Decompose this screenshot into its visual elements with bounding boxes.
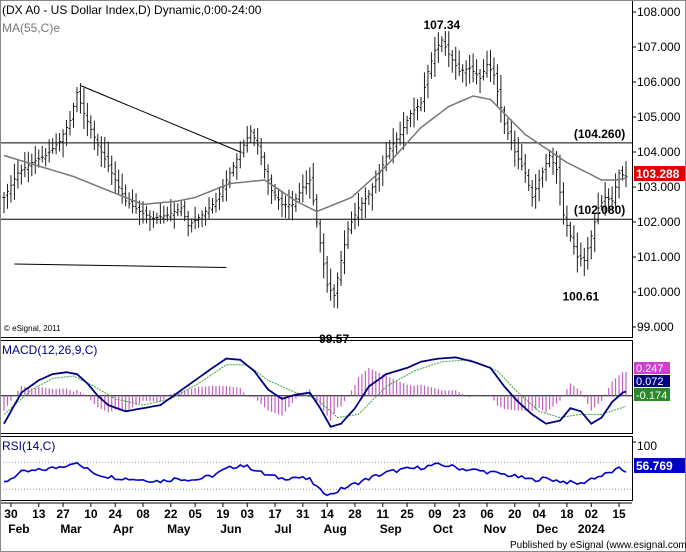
- x-axis-month-label: Dec: [536, 522, 558, 536]
- ma-55-line: [3, 95, 627, 213]
- trendline: [14, 263, 227, 268]
- macd-signal-line: [3, 359, 627, 419]
- price-axis-tick-label: 105.000: [637, 110, 681, 124]
- price-axis-tick-label: 99.000: [637, 320, 674, 334]
- macd-histogram: [3, 367, 627, 421]
- price-annotation: (104.260): [574, 127, 625, 141]
- x-axis-tick-label: 06: [480, 507, 494, 521]
- price-axis-tick-label: 102.000: [637, 215, 681, 229]
- x-axis-tick-label: 11: [376, 507, 389, 521]
- x-axis-tick-label: 14: [320, 507, 334, 521]
- x-axis-month-label: Oct: [433, 522, 453, 536]
- time-x-axis: 30 13 27 10 24 08 22 05 19 03 17 31 14 28 11 25 09 23 06 20…: [4, 503, 626, 536]
- x-axis-month-label: Jul: [274, 522, 291, 536]
- price-axis-tick-label: 107.000: [637, 40, 681, 54]
- copyright-label: © eSignal, 2011: [4, 324, 61, 333]
- footer-credit: Published by eSignal (www.esignal.com): [510, 540, 686, 551]
- x-axis-tick-label: 18: [560, 507, 574, 521]
- price-trendlines[interactable]: [14, 85, 241, 268]
- price-annotations: 107.34 (104.260) (102.080) 99.57 100.61: [319, 18, 625, 346]
- macd-histogram-value: 0.247: [636, 363, 664, 375]
- x-axis-month-label: 2024: [578, 522, 605, 536]
- x-axis-month-label: Apr: [113, 522, 134, 536]
- price-annotation: 100.61: [562, 290, 599, 304]
- price-axis-tick-label: 108.000: [637, 5, 681, 19]
- x-axis-tick-label: 05: [188, 507, 202, 521]
- x-axis-tick-label: 10: [84, 507, 98, 521]
- rsi-last-value: 56.769: [636, 459, 673, 473]
- x-axis-tick-label: 20: [508, 507, 522, 521]
- macd-value: 0.072: [636, 376, 664, 388]
- x-axis-tick-label: 09: [428, 507, 442, 521]
- rsi-last-marker: [634, 458, 685, 473]
- rsi-line: [3, 461, 627, 497]
- x-axis-month-label: Sep: [380, 522, 402, 536]
- x-axis-month-label: May: [167, 522, 191, 536]
- price-axis-tick-label: 104.000: [637, 145, 681, 159]
- x-axis-tick-label: 15: [612, 507, 626, 521]
- x-axis-tick-label: 28: [348, 507, 362, 521]
- rsi-axis-tick: 100: [637, 439, 657, 453]
- price-axis-tick-label: 101.000: [637, 250, 681, 264]
- last-price-value: 103.288: [636, 167, 680, 181]
- price-axis-tick-label: 100.000: [637, 285, 681, 299]
- x-axis-tick-label: 22: [164, 507, 178, 521]
- x-axis-month-label: Jun: [220, 522, 241, 536]
- price-axis-tick-label: 103.000: [637, 180, 681, 194]
- x-axis-tick-label: 31: [296, 507, 310, 521]
- x-axis-month-label: Aug: [323, 522, 346, 536]
- x-axis-tick-label: 03: [241, 507, 255, 521]
- x-axis-month-label: Mar: [60, 522, 82, 536]
- last-price-marker: [634, 166, 685, 181]
- macd-value-marker: [634, 375, 670, 387]
- x-axis-month-label: Nov: [484, 522, 507, 536]
- price-annotation: (102.080): [574, 203, 625, 217]
- ma-label: MA(55,C)e: [2, 21, 60, 35]
- macd-panel: MACD(12,26,9,C) 0.247 0.072 -0.174: [0, 343, 670, 428]
- price-annotation: 107.34: [423, 18, 460, 32]
- macd-signal-marker: [634, 388, 670, 401]
- x-axis-tick-label: 24: [109, 507, 123, 521]
- macd-title: MACD(12,26,9,C): [2, 343, 97, 357]
- price-axis-tick-label: 106.000: [637, 75, 681, 89]
- price-y-axis: 108.000 107.000 106.000 105.000 104.000 103.0…: [632, 5, 681, 334]
- x-axis-month-label: Feb: [8, 522, 29, 536]
- macd-line: [3, 356, 627, 428]
- x-axis-tick-label: 25: [400, 507, 414, 521]
- price-panel: 108.000 107.000 106.000 105.000 104.000 103.0…: [0, 3, 685, 346]
- macd-signal-value: -0.174: [636, 390, 667, 402]
- macd-histogram-marker: [634, 362, 670, 374]
- x-axis-tick-label: 02: [585, 507, 599, 521]
- price-chart-title: (DX A0 - US Dollar Index,D) Dynamic,0:00…: [2, 3, 262, 17]
- trendline: [80, 85, 241, 153]
- rsi-title: RSI(14,C): [2, 439, 55, 453]
- x-axis-tick-label: 30: [4, 507, 18, 521]
- x-axis-tick-label: 23: [453, 507, 467, 521]
- price-annotation: 99.57: [319, 332, 349, 346]
- x-axis-tick-label: 17: [268, 507, 282, 521]
- x-axis-tick-label: 08: [136, 507, 150, 521]
- x-axis-tick-label: 27: [56, 507, 70, 521]
- x-axis-tick-label: 19: [216, 507, 230, 521]
- x-axis-tick-label: 13: [32, 507, 46, 521]
- rsi-panel: RSI(14,C) 100 56.769: [0, 439, 685, 497]
- price-candles: [2, 31, 628, 309]
- price-horizontal-lines: [0, 142, 632, 220]
- x-axis-tick-label: 04: [532, 507, 546, 521]
